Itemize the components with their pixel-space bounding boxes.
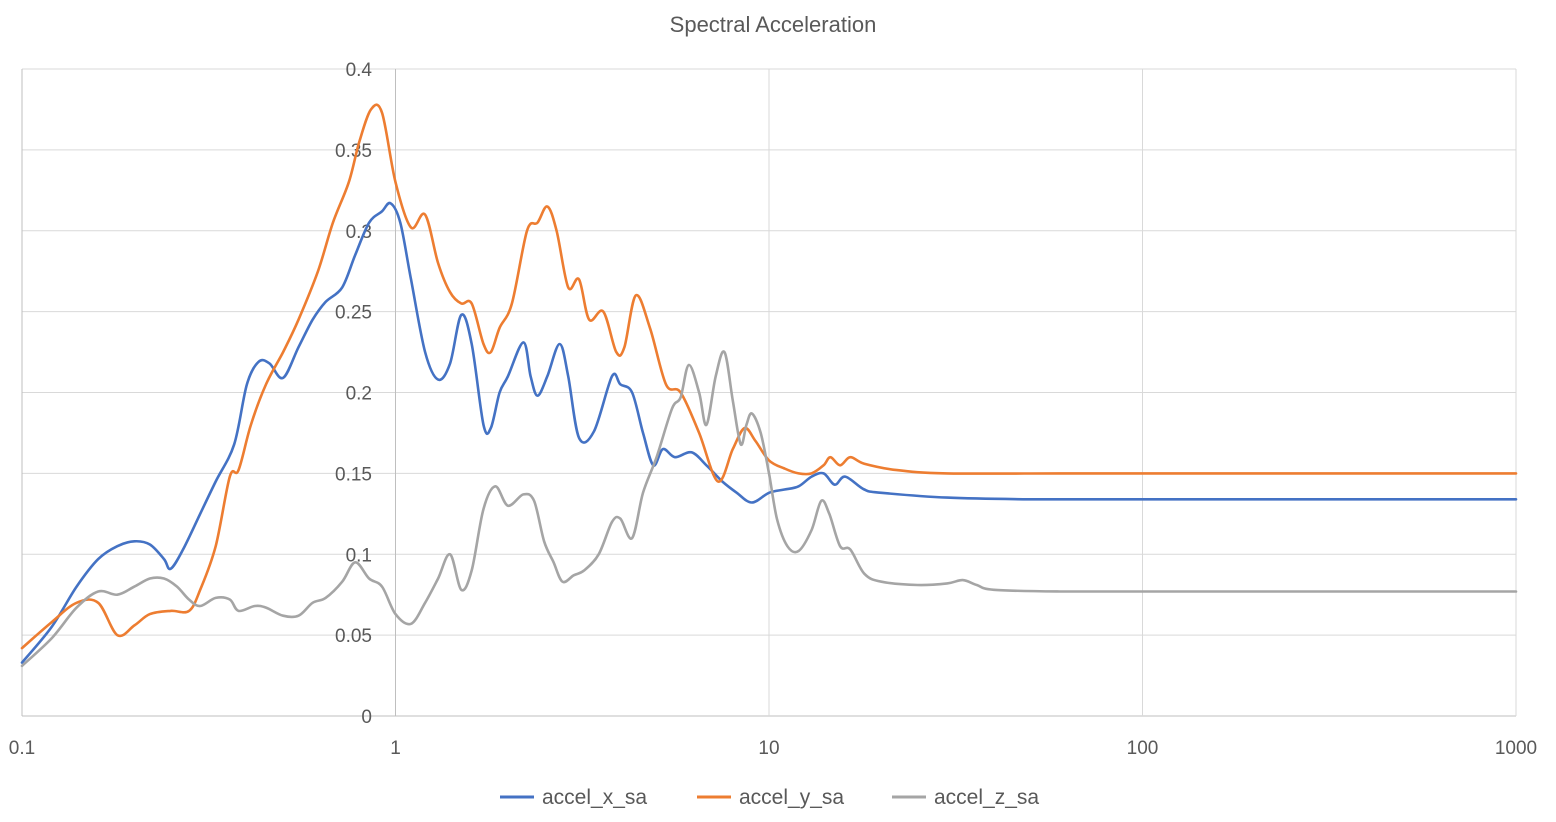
y-tick-label: 0.2 — [346, 384, 372, 405]
y-tick-label: 0.35 — [335, 141, 372, 162]
y-tick-label: 0.05 — [335, 626, 372, 647]
legend-item-accel-z-sa: accel_z_sa — [892, 786, 1039, 809]
y-tick-label: 0.15 — [335, 464, 372, 485]
y-tick-label: 0.1 — [346, 545, 372, 566]
x-tick-label: 1 — [390, 738, 401, 759]
legend-item-accel-y-sa: accel_y_sa — [697, 786, 844, 809]
series-lines — [20, 103, 1518, 668]
x-tick-label: 10 — [758, 738, 779, 759]
legend: accel_x_sa accel_y_sa accel_z_sa — [500, 786, 1039, 809]
axes: 00.050.10.150.20.250.30.350.40.1 1 10 100 10… — [9, 60, 1537, 759]
x-tick-label: 1000 — [1495, 738, 1537, 759]
chart-title: Spectral Acceleration — [670, 12, 877, 37]
series-line-accel-y-sa — [20, 103, 1518, 650]
legend-label: accel_z_sa — [934, 786, 1039, 809]
y-tick-label: 0 — [361, 707, 372, 728]
y-tick-label: 0.25 — [335, 303, 372, 324]
x-tick-label: 0.1 — [9, 738, 35, 759]
series-line-accel-z-sa — [20, 350, 1518, 668]
legend-label: accel_y_sa — [739, 786, 844, 809]
legend-label: accel_x_sa — [542, 786, 647, 809]
x-tick-label: 100 — [1127, 738, 1159, 759]
series-line-accel-x-sa — [20, 201, 1518, 664]
y-tick-label: 0.4 — [346, 60, 373, 81]
legend-item-accel-x-sa: accel_x_sa — [500, 786, 647, 809]
